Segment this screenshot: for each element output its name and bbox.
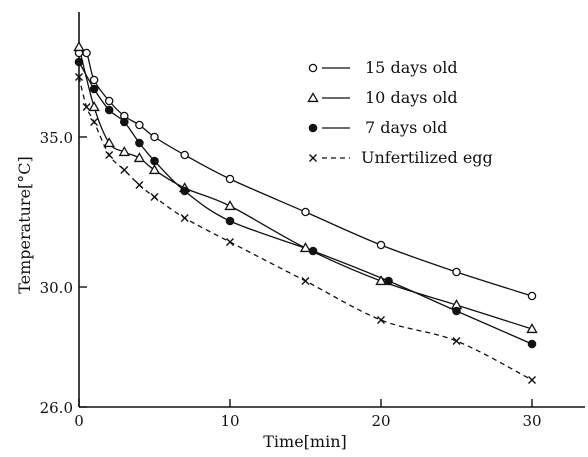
x-marker-stroke: [452, 337, 461, 345]
data-point-series-2: [118, 146, 131, 157]
data-point-series-4: [105, 151, 114, 159]
data-point-series-4: [452, 337, 461, 345]
data-point-series-4: [377, 316, 385, 324]
legend-marker-3: [308, 123, 318, 133]
data-point-series-4: [150, 193, 159, 201]
markers: [73, 41, 538, 384]
x-tick-label: 20: [371, 412, 390, 430]
legend: 15 days old 10 days old 7 days old Unfertil…: [307, 58, 493, 167]
y-tick-label: 26.0: [40, 399, 73, 417]
x-marker-stroke: [135, 181, 144, 189]
series-curve-1: [78, 50, 533, 297]
data-point-series-4: [135, 181, 144, 189]
data-point-series-3: [384, 276, 393, 286]
data-point-series-3: [452, 306, 461, 316]
x-marker-stroke: [528, 376, 536, 384]
series-curve-3: [78, 61, 533, 345]
data-point-series-3: [308, 246, 318, 256]
data-point-series-3: [150, 156, 159, 166]
data-point-series-2: [133, 152, 146, 163]
data-point-series-1: [82, 48, 91, 58]
data-point-series-4: [180, 214, 189, 222]
data-point-series-3: [527, 339, 537, 349]
x-marker-stroke: [105, 151, 114, 159]
data-point-series-1: [150, 132, 159, 142]
data-point-series-1: [376, 240, 386, 250]
x-marker-stroke: [377, 316, 385, 324]
data-point-series-4: [120, 166, 129, 174]
data-point-series-3: [104, 105, 114, 115]
data-point-series-3: [120, 117, 129, 127]
data-point-series-4: [528, 376, 536, 384]
x-marker-stroke: [150, 193, 159, 201]
data-point-series-2: [526, 323, 538, 334]
data-point-series-2: [299, 242, 312, 253]
y-tick-label: 35.0: [40, 129, 73, 147]
x-axis-title: Time[min]: [263, 432, 347, 451]
data-point-series-1: [89, 75, 99, 85]
x-tick-label: 30: [522, 412, 541, 430]
data-point-series-2: [103, 137, 115, 148]
data-point-series-3: [180, 186, 189, 196]
data-point-series-2: [375, 275, 387, 286]
data-point-series-3: [89, 84, 99, 94]
legend-label-1: 15 days old: [365, 58, 458, 77]
data-point-series-1: [452, 267, 461, 277]
legend-label-4: Unfertilized egg: [361, 148, 493, 167]
data-point-series-1: [135, 120, 144, 130]
x-marker-stroke: [180, 214, 189, 222]
data-point-series-4: [90, 118, 99, 126]
data-point-series-4: [75, 73, 83, 81]
x-tick-label: 0: [74, 412, 84, 430]
data-point-series-2: [148, 164, 161, 175]
data-point-series-4: [226, 238, 234, 246]
x-marker-stroke: [301, 277, 310, 285]
data-point-series-1: [527, 291, 537, 301]
data-point-series-4: [301, 277, 310, 285]
x-marker-stroke: [226, 238, 234, 246]
series-curve-2: [78, 46, 533, 330]
data-point-series-3: [135, 138, 144, 148]
data-point-series-2: [224, 200, 236, 211]
y-tick-label: 30.0: [40, 279, 73, 297]
x-marker-stroke: [309, 154, 317, 162]
legend-marker-2: [307, 92, 319, 103]
data-point-series-2: [88, 101, 100, 112]
data-point-series-4: [82, 103, 91, 111]
y-axis-title: Temperature[°C]: [15, 156, 34, 294]
x-marker-stroke: [82, 103, 91, 111]
x-tick-label: 10: [220, 412, 239, 430]
x-marker-stroke: [90, 118, 99, 126]
data-point-series-1: [104, 96, 114, 106]
x-marker-stroke: [75, 73, 83, 81]
legend-label-3: 7 days old: [365, 118, 447, 137]
data-point-series-2: [73, 41, 85, 52]
legend-marker-4: [309, 154, 317, 162]
data-point-series-1: [225, 174, 235, 184]
data-point-series-1: [301, 207, 310, 217]
x-marker-stroke: [120, 166, 129, 174]
axes: 0 10 20 30 26.0 30.0 35.0 Time[min] Temperature[…: [15, 12, 585, 451]
data-point-series-1: [180, 150, 189, 160]
data-point-series-3: [225, 216, 235, 226]
legend-marker-1: [308, 63, 318, 73]
legend-label-2: 10 days old: [365, 88, 458, 107]
data-point-series-3: [74, 57, 84, 67]
series-curve-4: [78, 76, 533, 381]
